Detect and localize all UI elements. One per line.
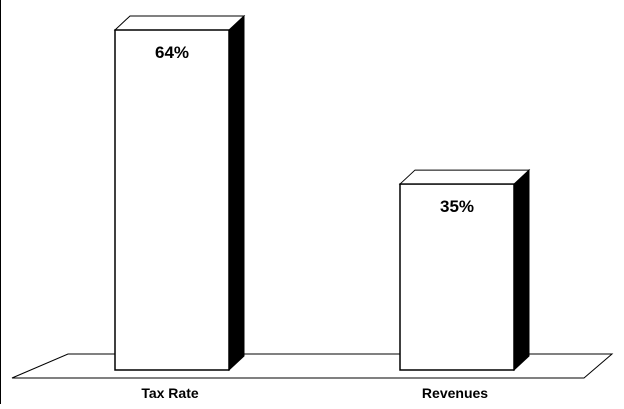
bar-side-face — [228, 14, 245, 372]
labels-layer: 64% Tax Rate 35% Revenues — [141, 43, 488, 401]
bar-top-face — [113, 15, 246, 31]
category-label: Revenues — [422, 385, 488, 401]
category-label: Tax Rate — [141, 385, 199, 401]
bar-side-face — [513, 168, 530, 372]
bar-top-face — [398, 169, 531, 185]
bar-front-face — [114, 29, 230, 371]
data-label: 64% — [155, 43, 189, 62]
bar-2 — [398, 168, 531, 372]
data-label: 35% — [440, 197, 474, 216]
bar-front-face — [399, 183, 515, 371]
bar-1 — [113, 14, 246, 372]
bars-layer — [113, 14, 531, 372]
